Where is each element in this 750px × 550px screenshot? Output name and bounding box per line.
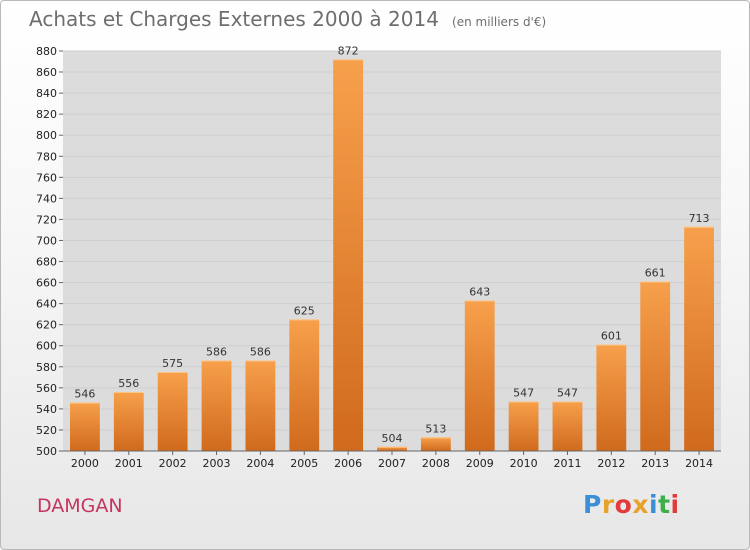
- y-tick-label: 780: [36, 150, 57, 163]
- bar: [377, 446, 407, 451]
- bar: [70, 402, 100, 451]
- chart-subtitle: (en milliers d'€): [452, 15, 547, 29]
- x-tick-label: 2010: [510, 457, 538, 470]
- logo-letter: r: [601, 490, 615, 519]
- bar: [245, 360, 276, 451]
- x-axis-ticks: 2000 2001 2002 2003 2004 2005 2006 2007 2008 2009…: [63, 450, 721, 470]
- bar: [420, 437, 451, 451]
- data-label: 546: [74, 388, 95, 401]
- data-label: 713: [689, 212, 710, 225]
- y-tick-label: 560: [36, 382, 57, 395]
- y-tick-label: 880: [36, 45, 57, 58]
- data-label: 513: [425, 422, 446, 435]
- x-tick-label: 2014: [685, 457, 713, 470]
- data-label: 586: [250, 345, 271, 358]
- x-tick-label: 2001: [115, 457, 143, 470]
- y-tick-label: 520: [36, 424, 57, 437]
- x-tick-label: 2012: [597, 457, 625, 470]
- logo-letter: P: [583, 490, 602, 519]
- data-label: 872: [338, 44, 359, 57]
- logo-letter: o: [614, 490, 633, 519]
- bar: [113, 392, 144, 451]
- y-tick-label: 580: [36, 361, 57, 374]
- logo-letter: i: [649, 490, 659, 519]
- data-label: 586: [206, 345, 227, 358]
- data-label: 601: [601, 330, 622, 343]
- data-label: 556: [118, 377, 139, 390]
- bar: [333, 59, 364, 451]
- x-tick-label: 2006: [334, 457, 362, 470]
- bar: [464, 300, 495, 451]
- x-tick-label: 2009: [466, 457, 494, 470]
- y-tick-label: 620: [36, 319, 57, 332]
- proxiti-logo: Proxiti: [583, 490, 680, 519]
- x-tick-label: 2003: [203, 457, 231, 470]
- x-tick-label: 2008: [422, 457, 450, 470]
- data-label: 643: [469, 285, 490, 298]
- y-tick-label: 660: [36, 277, 57, 290]
- bar: [201, 360, 232, 451]
- x-tick-label: 2004: [246, 457, 274, 470]
- logo-letter: x: [632, 490, 649, 519]
- bar: [640, 281, 671, 451]
- y-tick-label: 680: [36, 256, 57, 269]
- logo-letter: i: [670, 490, 680, 519]
- y-tick-label: 700: [36, 234, 57, 247]
- x-tick-label: 2005: [290, 457, 318, 470]
- bar: [289, 319, 320, 451]
- title-row: Achats et Charges Externes 2000 à 2014 (…: [29, 7, 546, 31]
- y-tick-label: 840: [36, 87, 57, 100]
- chart-title: Achats et Charges Externes 2000 à 2014: [29, 7, 439, 31]
- x-tick-label: 2011: [553, 457, 581, 470]
- data-label: 625: [294, 304, 315, 317]
- data-label: 504: [382, 432, 403, 445]
- y-tick-label: 760: [36, 171, 57, 184]
- data-label: 575: [162, 357, 183, 370]
- y-tick-label: 640: [36, 298, 57, 311]
- y-tick-label: 600: [36, 340, 57, 353]
- y-tick-label: 500: [36, 445, 57, 458]
- y-tick-label: 540: [36, 403, 57, 416]
- bar: [596, 344, 627, 451]
- y-tick-label: 860: [36, 66, 57, 79]
- place-name: DAMGAN: [37, 495, 123, 517]
- bar: [552, 401, 583, 451]
- x-tick-label: 2013: [641, 457, 669, 470]
- x-tick-label: 2002: [159, 457, 187, 470]
- y-tick-label: 740: [36, 192, 57, 205]
- y-tick-label: 820: [36, 108, 57, 121]
- bar: [684, 226, 714, 451]
- bars: [70, 59, 714, 451]
- data-label: 547: [557, 387, 578, 400]
- y-tick-label: 720: [36, 213, 57, 226]
- x-tick-label: 2007: [378, 457, 406, 470]
- bar: [157, 372, 188, 451]
- bar: [508, 401, 539, 451]
- data-label: 661: [645, 267, 666, 280]
- data-label: 547: [513, 387, 534, 400]
- data-labels: 546 556 575 586 586 625 872 504 513 643 547 547 601 6…: [74, 44, 709, 444]
- y-tick-label: 800: [36, 129, 57, 142]
- x-tick-label: 2000: [71, 457, 99, 470]
- logo-letter: t: [658, 490, 671, 519]
- y-axis-ticks: 500 520 540 560 580 600 620 640 660 680 700 720 740 7…: [36, 45, 63, 458]
